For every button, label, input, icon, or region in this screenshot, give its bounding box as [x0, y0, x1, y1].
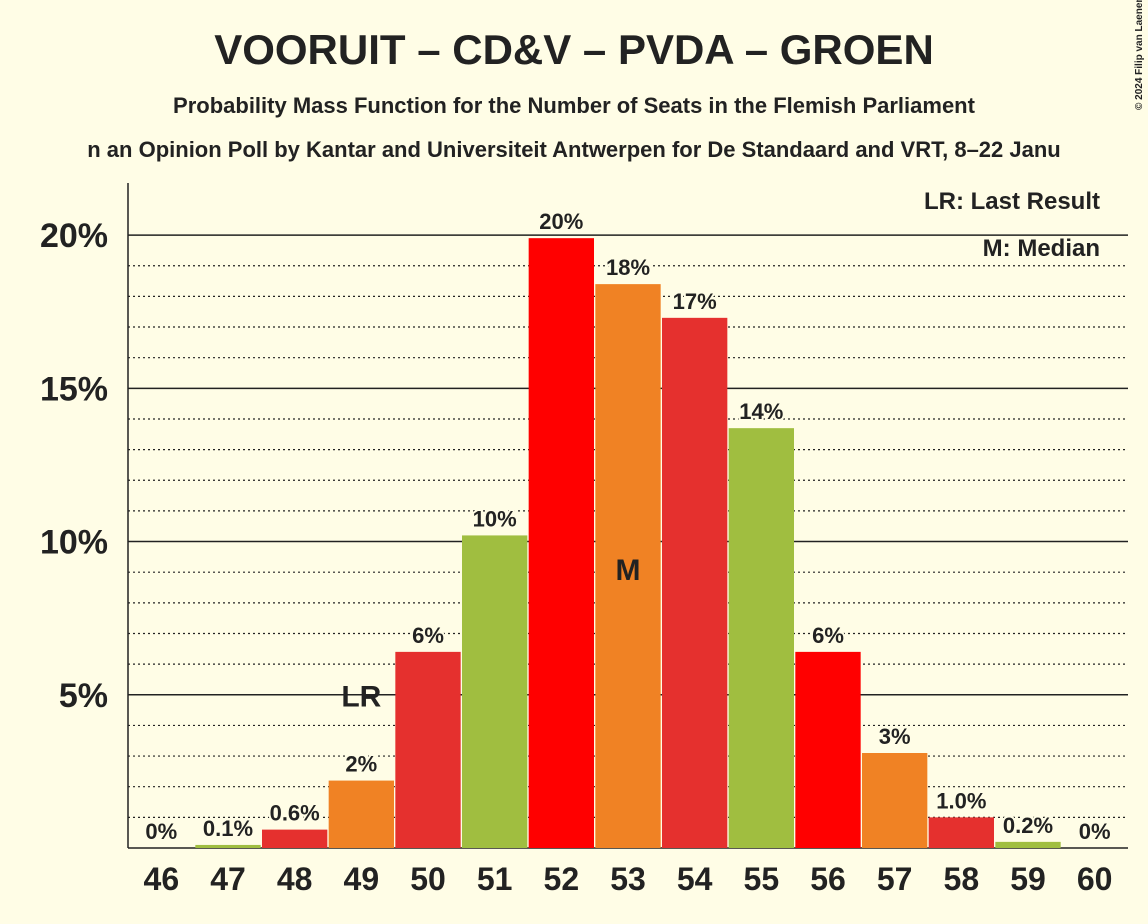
- bar: [595, 284, 661, 848]
- value-label: 0%: [145, 819, 177, 844]
- copyright: © 2024 Filip van Laenen: [1134, 0, 1145, 110]
- bar: [662, 317, 728, 848]
- bar: [995, 841, 1061, 848]
- value-label: 18%: [606, 255, 650, 280]
- x-tick-label: 47: [210, 861, 246, 897]
- legend-entry: M: Median: [983, 235, 1100, 262]
- value-label: 20%: [539, 209, 583, 234]
- value-label: 6%: [812, 623, 844, 648]
- bar: [928, 817, 994, 848]
- x-tick-label: 52: [544, 861, 580, 897]
- x-tick-label: 55: [744, 861, 780, 897]
- legend-entry: LR: Last Result: [924, 188, 1100, 215]
- y-tick-label: 10%: [40, 524, 108, 562]
- value-label: 17%: [673, 289, 717, 314]
- bar: [728, 428, 794, 848]
- x-tick-label: 58: [944, 861, 980, 897]
- bar: [195, 844, 261, 848]
- x-tick-label: 54: [677, 861, 713, 897]
- value-label: 0.1%: [203, 816, 253, 841]
- x-tick-label: 59: [1010, 861, 1046, 897]
- bar: [528, 238, 594, 849]
- x-tick-label: 50: [410, 861, 446, 897]
- value-label: 6%: [412, 623, 444, 648]
- bar: [328, 780, 394, 848]
- x-tick-label: 48: [277, 861, 313, 897]
- x-tick-label: 53: [610, 861, 646, 897]
- value-label: 0.2%: [1003, 813, 1053, 838]
- x-tick-label: 51: [477, 861, 513, 897]
- bar: [862, 753, 928, 848]
- chart-subtitle: Probability Mass Function for the Number…: [173, 93, 976, 118]
- value-label: 3%: [879, 724, 911, 749]
- x-tick-label: 60: [1077, 861, 1113, 897]
- y-tick-label: 15%: [40, 370, 108, 408]
- value-label: 2%: [345, 752, 377, 777]
- chart-title: VOORUIT – CD&V – PVDA – GROEN: [214, 26, 934, 73]
- marker-label: M: [616, 554, 641, 587]
- x-tick-label: 56: [810, 861, 846, 897]
- bar: [262, 829, 328, 848]
- bar: [795, 651, 861, 848]
- y-tick-label: 5%: [59, 677, 108, 715]
- chart-source: n an Opinion Poll by Kantar and Universi…: [87, 137, 1060, 162]
- y-tick-label: 20%: [40, 217, 108, 255]
- value-label: 0%: [1079, 819, 1111, 844]
- value-label: 0.6%: [270, 801, 320, 826]
- value-label: 14%: [739, 399, 783, 424]
- bar: [462, 535, 528, 848]
- x-tick-label: 46: [144, 861, 180, 897]
- x-tick-label: 49: [344, 861, 380, 897]
- marker-label: LR: [341, 681, 381, 714]
- value-label: 10%: [473, 506, 517, 531]
- bar: [395, 651, 461, 848]
- value-label: 1.0%: [936, 788, 986, 813]
- x-tick-label: 57: [877, 861, 913, 897]
